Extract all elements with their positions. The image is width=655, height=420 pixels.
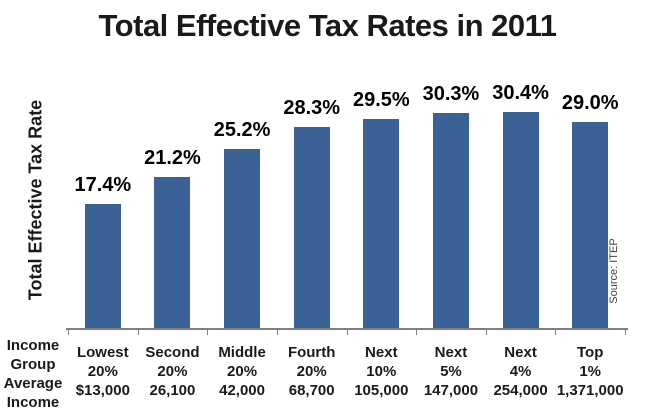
x-axis-line: [66, 328, 628, 330]
category-average-income: 42,000: [219, 382, 265, 399]
bar: [224, 149, 261, 328]
axis-tick: [207, 330, 209, 335]
category-group: Fourth: [287, 344, 336, 361]
bar: [572, 122, 609, 328]
axis-header-line: Income: [6, 394, 60, 411]
category-group: Next: [504, 344, 537, 361]
bar-value-label: 29.5%: [352, 88, 410, 111]
category-average-income: 1,371,000: [556, 382, 624, 399]
category-label: Next 5% 147,000: [416, 328, 486, 400]
category-average-income: 26,100: [149, 382, 196, 399]
bar-group: 25.2%: [207, 60, 277, 328]
bar-value-label: 25.2%: [213, 119, 271, 142]
category-label: Top 1% 1,371,000: [555, 328, 625, 400]
category-share: 20%: [296, 363, 327, 380]
bar-group: 29.5%: [347, 60, 417, 328]
category-group: Top: [577, 344, 604, 361]
category-label: Next 10% 105,000: [347, 328, 417, 400]
category-share: 1%: [579, 363, 602, 380]
category-average-income: 254,000: [493, 382, 548, 399]
y-axis-label: Total Effective Tax Rate: [25, 99, 46, 301]
category-label: Middle 20% 42,000: [207, 328, 277, 400]
category-average-income: 105,000: [354, 382, 409, 399]
bar-value-label: 28.3%: [283, 97, 341, 120]
category-group: Next: [434, 344, 468, 361]
x-axis-row-header: Income Group Average Income: [0, 336, 66, 412]
bar: [154, 177, 191, 328]
bar-group: 29.0%: [555, 60, 625, 328]
bar-group: 28.3%: [277, 60, 347, 328]
bar-group: 30.3%: [416, 60, 486, 328]
bar-value-label: 17.4%: [74, 174, 132, 197]
axis-tick: [485, 330, 487, 335]
bar-value-label: 30.3%: [422, 82, 480, 105]
category-label: Fourth 20% 68,700: [277, 328, 347, 400]
bar-value-label: 21.2%: [144, 147, 201, 170]
x-axis-labels: Lowest 20% $13,000 Second 20% 26,100 Middle 20%…: [68, 328, 625, 400]
axis-header-line: Average: [3, 375, 63, 392]
category-share: 20%: [227, 363, 258, 380]
bar: [293, 127, 330, 328]
bar-group: 21.2%: [138, 60, 208, 328]
category-label: Second 20% 26,100: [138, 328, 208, 400]
axis-tick: [625, 330, 626, 335]
axis-tick: [68, 330, 69, 335]
category-label: Next 4% 254,000: [486, 328, 556, 400]
bar-value-label: 29.0%: [561, 92, 619, 115]
source-credit: Source: ITEP: [608, 238, 620, 304]
category-share: 5%: [440, 363, 462, 380]
category-average-income: 68,700: [288, 382, 335, 399]
category-label: Lowest 20% $13,000: [68, 328, 138, 400]
category-group: Middle: [218, 344, 266, 361]
axis-tick: [346, 330, 348, 335]
bar-value-label: 30.4%: [492, 82, 549, 105]
category-average-income: 147,000: [423, 382, 479, 399]
category-share: 20%: [157, 363, 188, 380]
axis-tick: [137, 330, 139, 335]
axis-header-line: Income: [6, 337, 60, 354]
axis-tick: [555, 330, 557, 335]
bar: [502, 112, 539, 328]
category-group: Next: [365, 344, 398, 361]
axis-tick: [276, 330, 278, 335]
axis-tick: [416, 330, 418, 335]
axis-header-line: Group: [10, 356, 56, 373]
category-average-income: $13,000: [75, 382, 130, 399]
chart-title: Total Effective Tax Rates in 2011: [98, 8, 557, 43]
category-group: Second: [145, 344, 200, 361]
bar: [84, 204, 121, 328]
category-group: Lowest: [76, 344, 129, 361]
bar: [432, 112, 469, 328]
bar-group: 30.4%: [486, 60, 556, 328]
category-share: 20%: [87, 363, 118, 380]
category-share: 10%: [366, 363, 397, 380]
bar-group: 17.4%: [68, 60, 138, 328]
plot-area: 17.4% 21.2% 25.2% 28.3% 29.5% 30.3% 30.4% 29.0%: [68, 60, 625, 328]
category-share: 4%: [509, 363, 532, 380]
x-axis-ticks: [68, 330, 626, 336]
bar: [363, 118, 400, 328]
